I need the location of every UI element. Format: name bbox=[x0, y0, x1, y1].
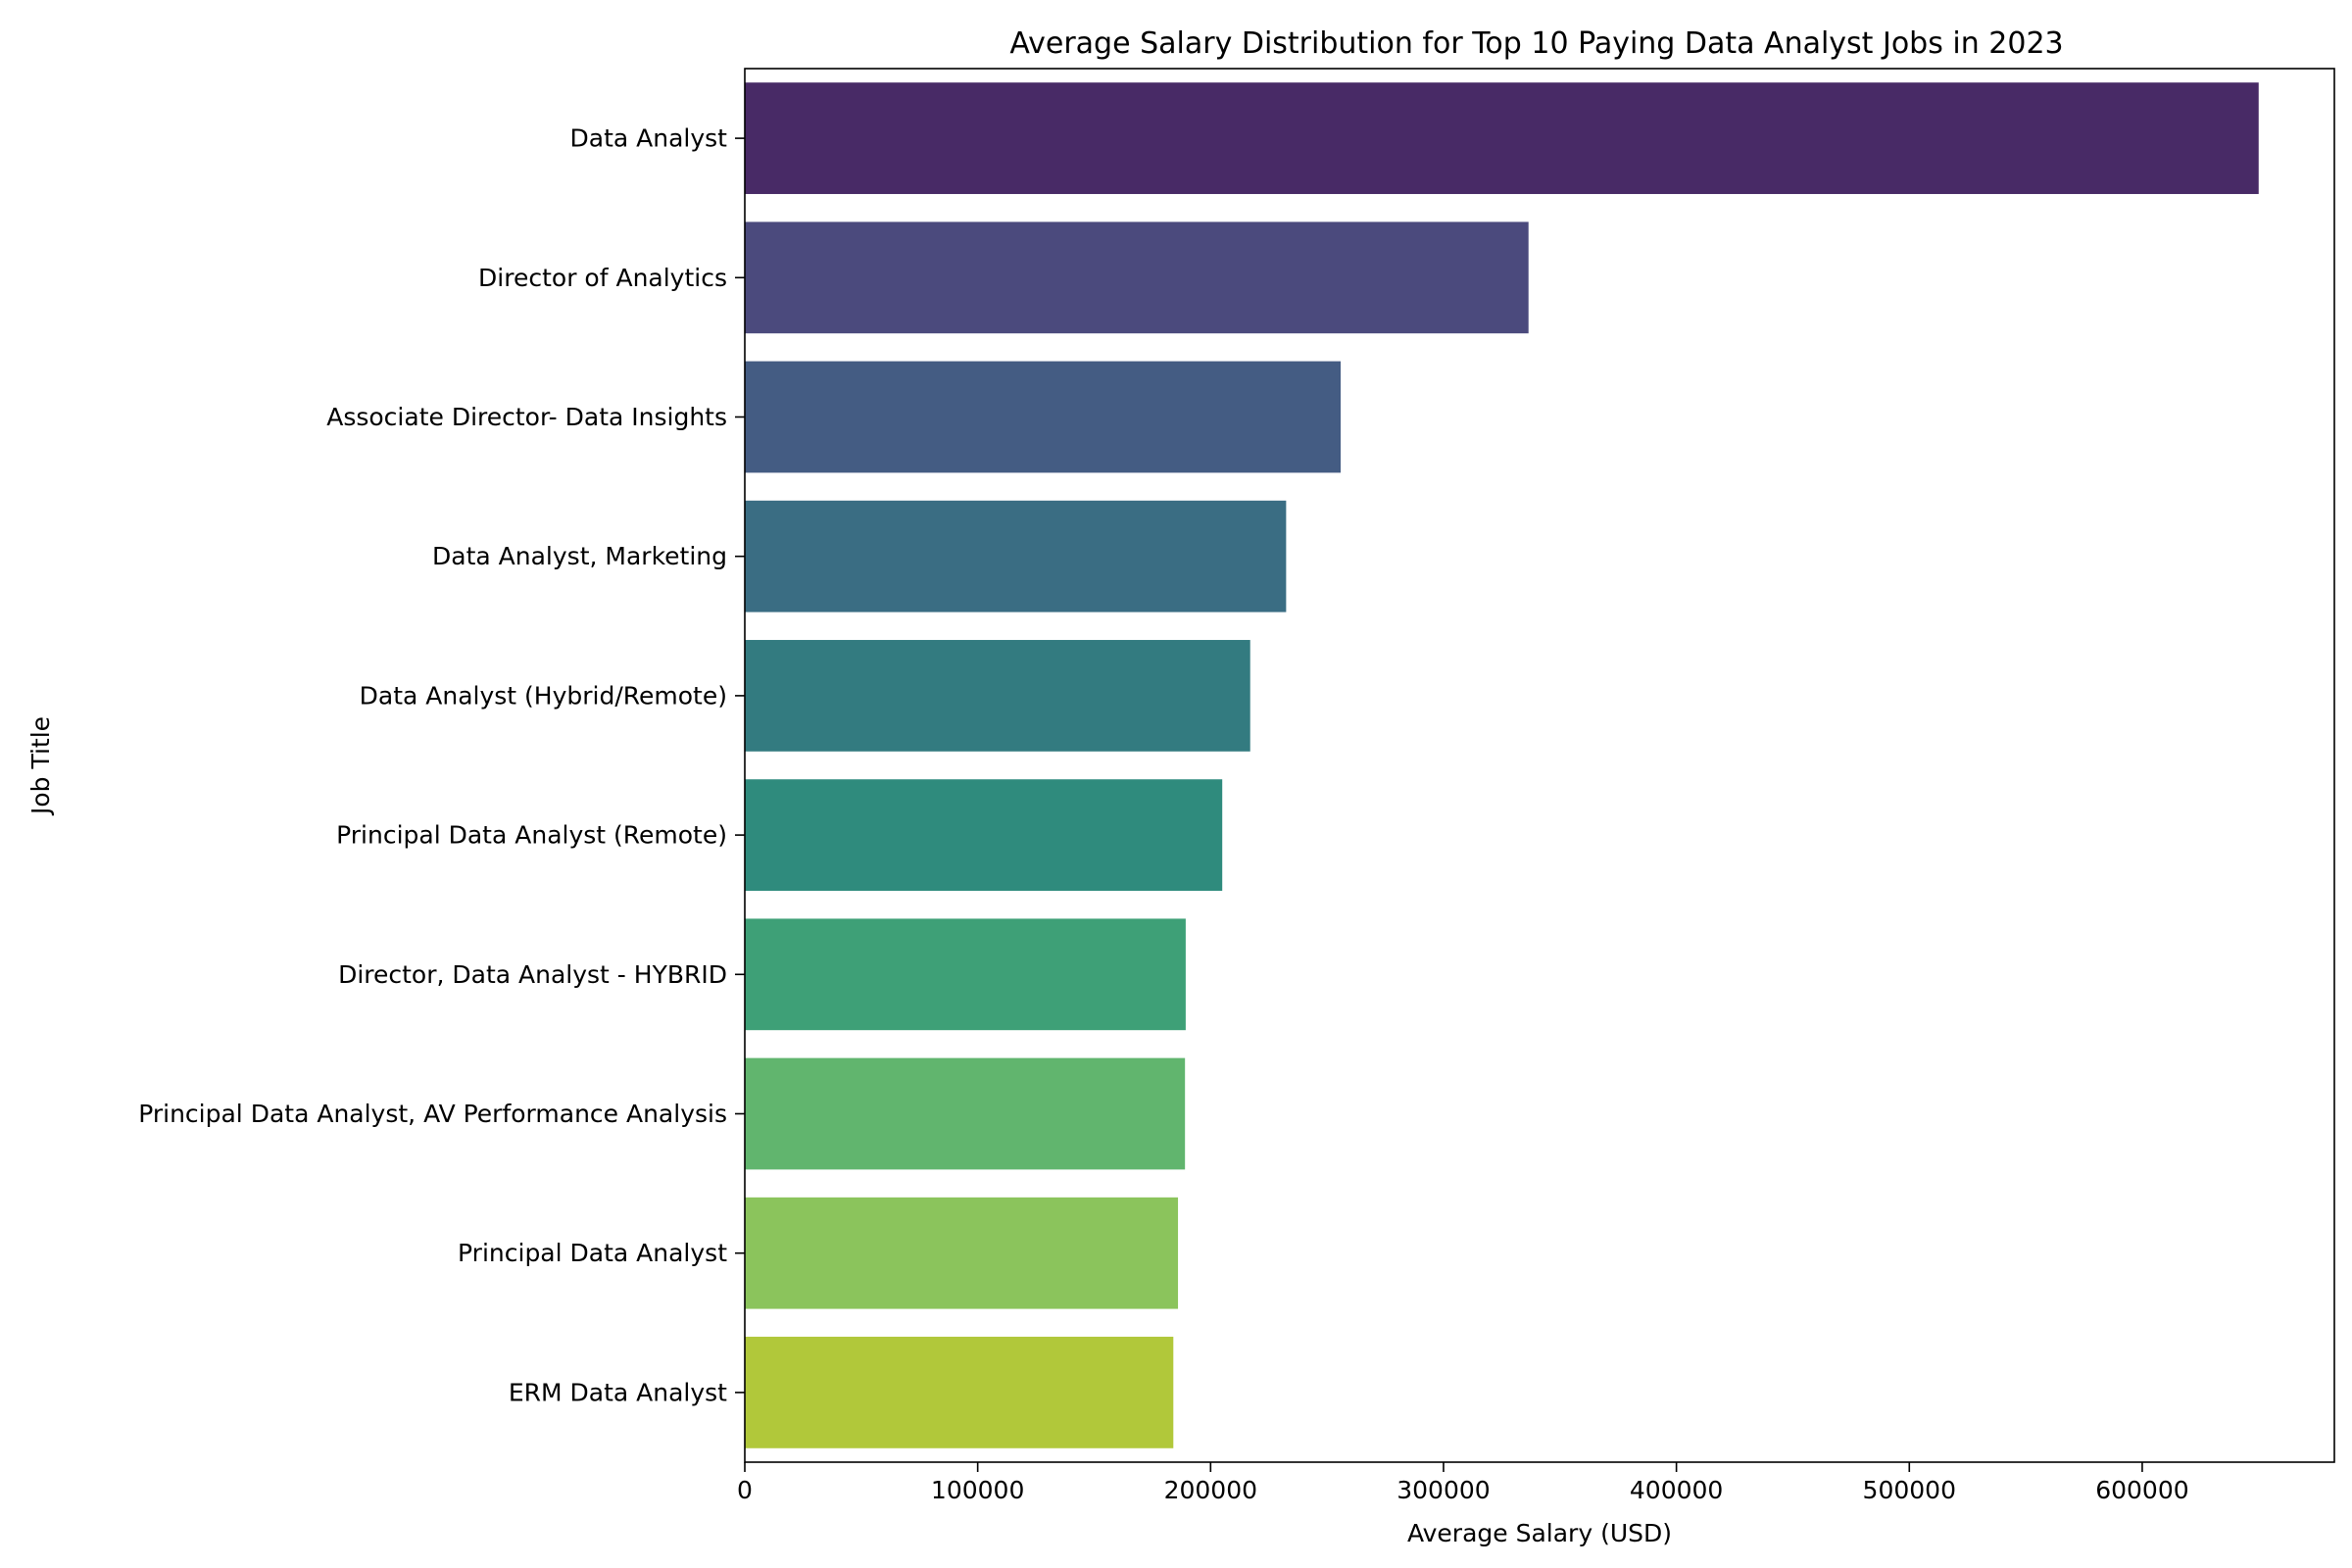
bar-1 bbox=[745, 221, 1529, 334]
y-tick-label: Director, Data Analyst - HYBRID bbox=[338, 960, 727, 989]
bar-5 bbox=[745, 779, 1223, 891]
y-tick-label: Director of Analytics bbox=[478, 264, 727, 292]
x-tick-label: 500000 bbox=[1863, 1476, 1956, 1504]
y-tick-label: Data Analyst bbox=[570, 124, 728, 153]
y-tick-label: Principal Data Analyst (Remote) bbox=[336, 821, 727, 850]
chart-title: Average Salary Distribution for Top 10 P… bbox=[1009, 26, 2063, 61]
x-axis-ticks: 0 100000 200000 300000 400000 500000 600000 bbox=[737, 1462, 2189, 1504]
bar-8 bbox=[745, 1197, 1179, 1309]
y-tick-label: ERM Data Analyst bbox=[509, 1378, 727, 1406]
y-tick-label: Principal Data Analyst, AV Performance A… bbox=[138, 1100, 727, 1128]
bar-3 bbox=[745, 500, 1287, 612]
y-tick-label: Associate Director- Data Insights bbox=[326, 403, 727, 431]
bar-6 bbox=[745, 918, 1186, 1031]
bar-7 bbox=[745, 1057, 1186, 1170]
x-tick-label: 300000 bbox=[1396, 1476, 1490, 1504]
y-axis-label: Job Title bbox=[26, 716, 55, 816]
y-tick-label: Data Analyst, Marketing bbox=[432, 542, 727, 570]
plot-frame bbox=[744, 68, 2335, 1463]
x-axis-label: Average Salary (USD) bbox=[1407, 1519, 1672, 1547]
x-tick-label: 400000 bbox=[1630, 1476, 1723, 1504]
x-tick-label: 600000 bbox=[2095, 1476, 2188, 1504]
y-axis-ticks: Data Analyst Director of Analytics Associa… bbox=[138, 124, 745, 1406]
bar-9 bbox=[745, 1337, 1174, 1448]
bars-group bbox=[745, 82, 2259, 1448]
x-tick-label: 200000 bbox=[1164, 1476, 1257, 1504]
x-tick-label: 100000 bbox=[931, 1476, 1024, 1504]
y-tick-label: Principal Data Analyst bbox=[458, 1239, 727, 1267]
x-tick-label: 0 bbox=[737, 1476, 753, 1504]
y-tick-label: Data Analyst (Hybrid/Remote) bbox=[360, 681, 727, 710]
bar-4 bbox=[745, 640, 1250, 752]
bar-2 bbox=[745, 361, 1341, 473]
bar-0 bbox=[745, 82, 2259, 194]
